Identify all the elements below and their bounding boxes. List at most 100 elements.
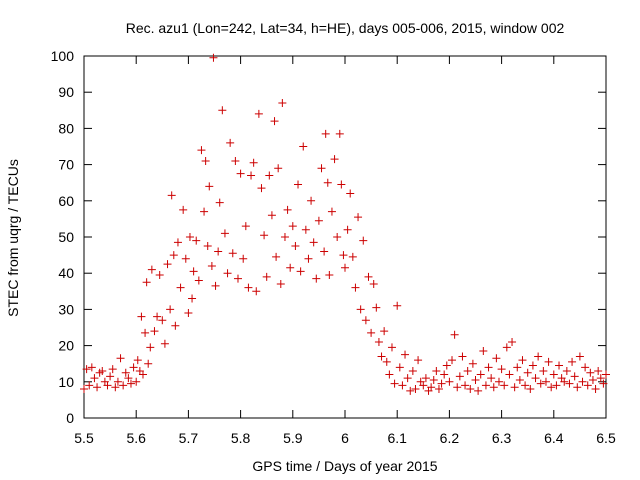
data-point bbox=[596, 374, 605, 383]
data-point bbox=[254, 109, 263, 118]
data-point bbox=[113, 377, 122, 386]
plot-area bbox=[83, 55, 607, 419]
data-point bbox=[87, 363, 96, 372]
data-point bbox=[106, 372, 115, 381]
data-point bbox=[181, 254, 190, 263]
y-tick-label: 100 bbox=[51, 48, 75, 64]
data-point bbox=[573, 383, 582, 392]
data-point bbox=[354, 213, 363, 222]
data-point bbox=[116, 354, 125, 363]
data-point bbox=[150, 327, 159, 336]
data-point bbox=[466, 385, 475, 394]
data-point bbox=[90, 374, 99, 383]
data-point bbox=[280, 233, 289, 241]
data-point bbox=[487, 374, 496, 383]
data-point bbox=[283, 205, 292, 214]
data-point bbox=[325, 271, 334, 280]
data-point bbox=[408, 366, 417, 375]
data-point bbox=[82, 365, 91, 374]
data-point bbox=[377, 352, 386, 361]
data-point bbox=[163, 260, 172, 269]
data-point bbox=[468, 359, 477, 368]
x-tick-label: 5.7 bbox=[179, 430, 199, 446]
data-point bbox=[124, 374, 133, 383]
data-point bbox=[236, 169, 245, 178]
data-point bbox=[518, 356, 527, 365]
data-point bbox=[515, 375, 524, 384]
data-point bbox=[502, 343, 511, 352]
data-point bbox=[126, 379, 135, 388]
data-point bbox=[588, 375, 597, 384]
data-point bbox=[591, 385, 600, 394]
data-point bbox=[555, 361, 564, 370]
data-point bbox=[111, 383, 120, 392]
data-point bbox=[534, 352, 543, 361]
data-point bbox=[205, 182, 214, 191]
x-tick-label: 6.2 bbox=[440, 430, 460, 446]
data-points bbox=[80, 53, 610, 395]
data-point bbox=[505, 370, 514, 379]
data-point bbox=[406, 386, 415, 395]
data-point bbox=[434, 385, 443, 394]
data-point bbox=[320, 247, 329, 256]
data-point bbox=[337, 180, 346, 189]
x-tick-label: 5.6 bbox=[126, 430, 146, 446]
data-point bbox=[294, 180, 303, 189]
data-point bbox=[209, 53, 218, 62]
y-tick-label: 30 bbox=[58, 301, 74, 317]
data-point bbox=[594, 366, 603, 375]
data-point bbox=[568, 357, 577, 366]
data-point bbox=[185, 233, 194, 241]
data-point bbox=[552, 381, 561, 390]
data-point bbox=[119, 381, 128, 390]
data-point bbox=[450, 330, 459, 339]
data-point bbox=[133, 356, 142, 365]
data-point bbox=[323, 178, 332, 187]
data-point bbox=[241, 222, 250, 231]
data-point bbox=[414, 356, 423, 365]
data-point bbox=[188, 294, 197, 303]
data-point bbox=[309, 238, 318, 247]
data-point bbox=[307, 196, 316, 205]
data-point bbox=[317, 164, 326, 173]
data-point bbox=[565, 379, 574, 388]
x-tick-label: 6.4 bbox=[544, 430, 564, 446]
data-point bbox=[211, 281, 220, 290]
data-point bbox=[184, 309, 193, 318]
data-point bbox=[513, 363, 522, 372]
data-point bbox=[372, 303, 381, 312]
data-point bbox=[497, 365, 506, 374]
y-tick-label: 80 bbox=[58, 120, 74, 136]
data-point bbox=[549, 370, 558, 379]
data-point bbox=[361, 316, 370, 325]
data-point bbox=[158, 316, 167, 325]
data-point bbox=[223, 269, 232, 278]
data-point bbox=[299, 142, 308, 151]
data-point bbox=[471, 375, 480, 384]
data-point bbox=[197, 146, 206, 155]
x-tick-label: 6 bbox=[341, 430, 349, 446]
data-point bbox=[476, 370, 485, 379]
data-point bbox=[231, 156, 240, 165]
data-point bbox=[335, 129, 344, 138]
y-tick-label: 70 bbox=[58, 157, 74, 173]
data-point bbox=[531, 374, 540, 383]
data-point bbox=[257, 184, 266, 193]
data-point bbox=[494, 377, 503, 386]
data-point bbox=[144, 359, 153, 368]
data-point bbox=[489, 383, 498, 392]
data-point bbox=[189, 267, 198, 276]
data-point bbox=[578, 377, 587, 386]
data-point bbox=[93, 383, 102, 392]
data-point bbox=[85, 381, 94, 390]
data-point bbox=[463, 366, 472, 375]
y-tick-label: 90 bbox=[58, 84, 74, 100]
data-point bbox=[265, 171, 274, 180]
data-point bbox=[547, 383, 556, 392]
data-point bbox=[461, 381, 470, 390]
data-point bbox=[203, 242, 212, 251]
y-tick-label: 40 bbox=[58, 265, 74, 281]
data-point bbox=[330, 155, 339, 164]
y-tick-label: 20 bbox=[58, 338, 74, 354]
